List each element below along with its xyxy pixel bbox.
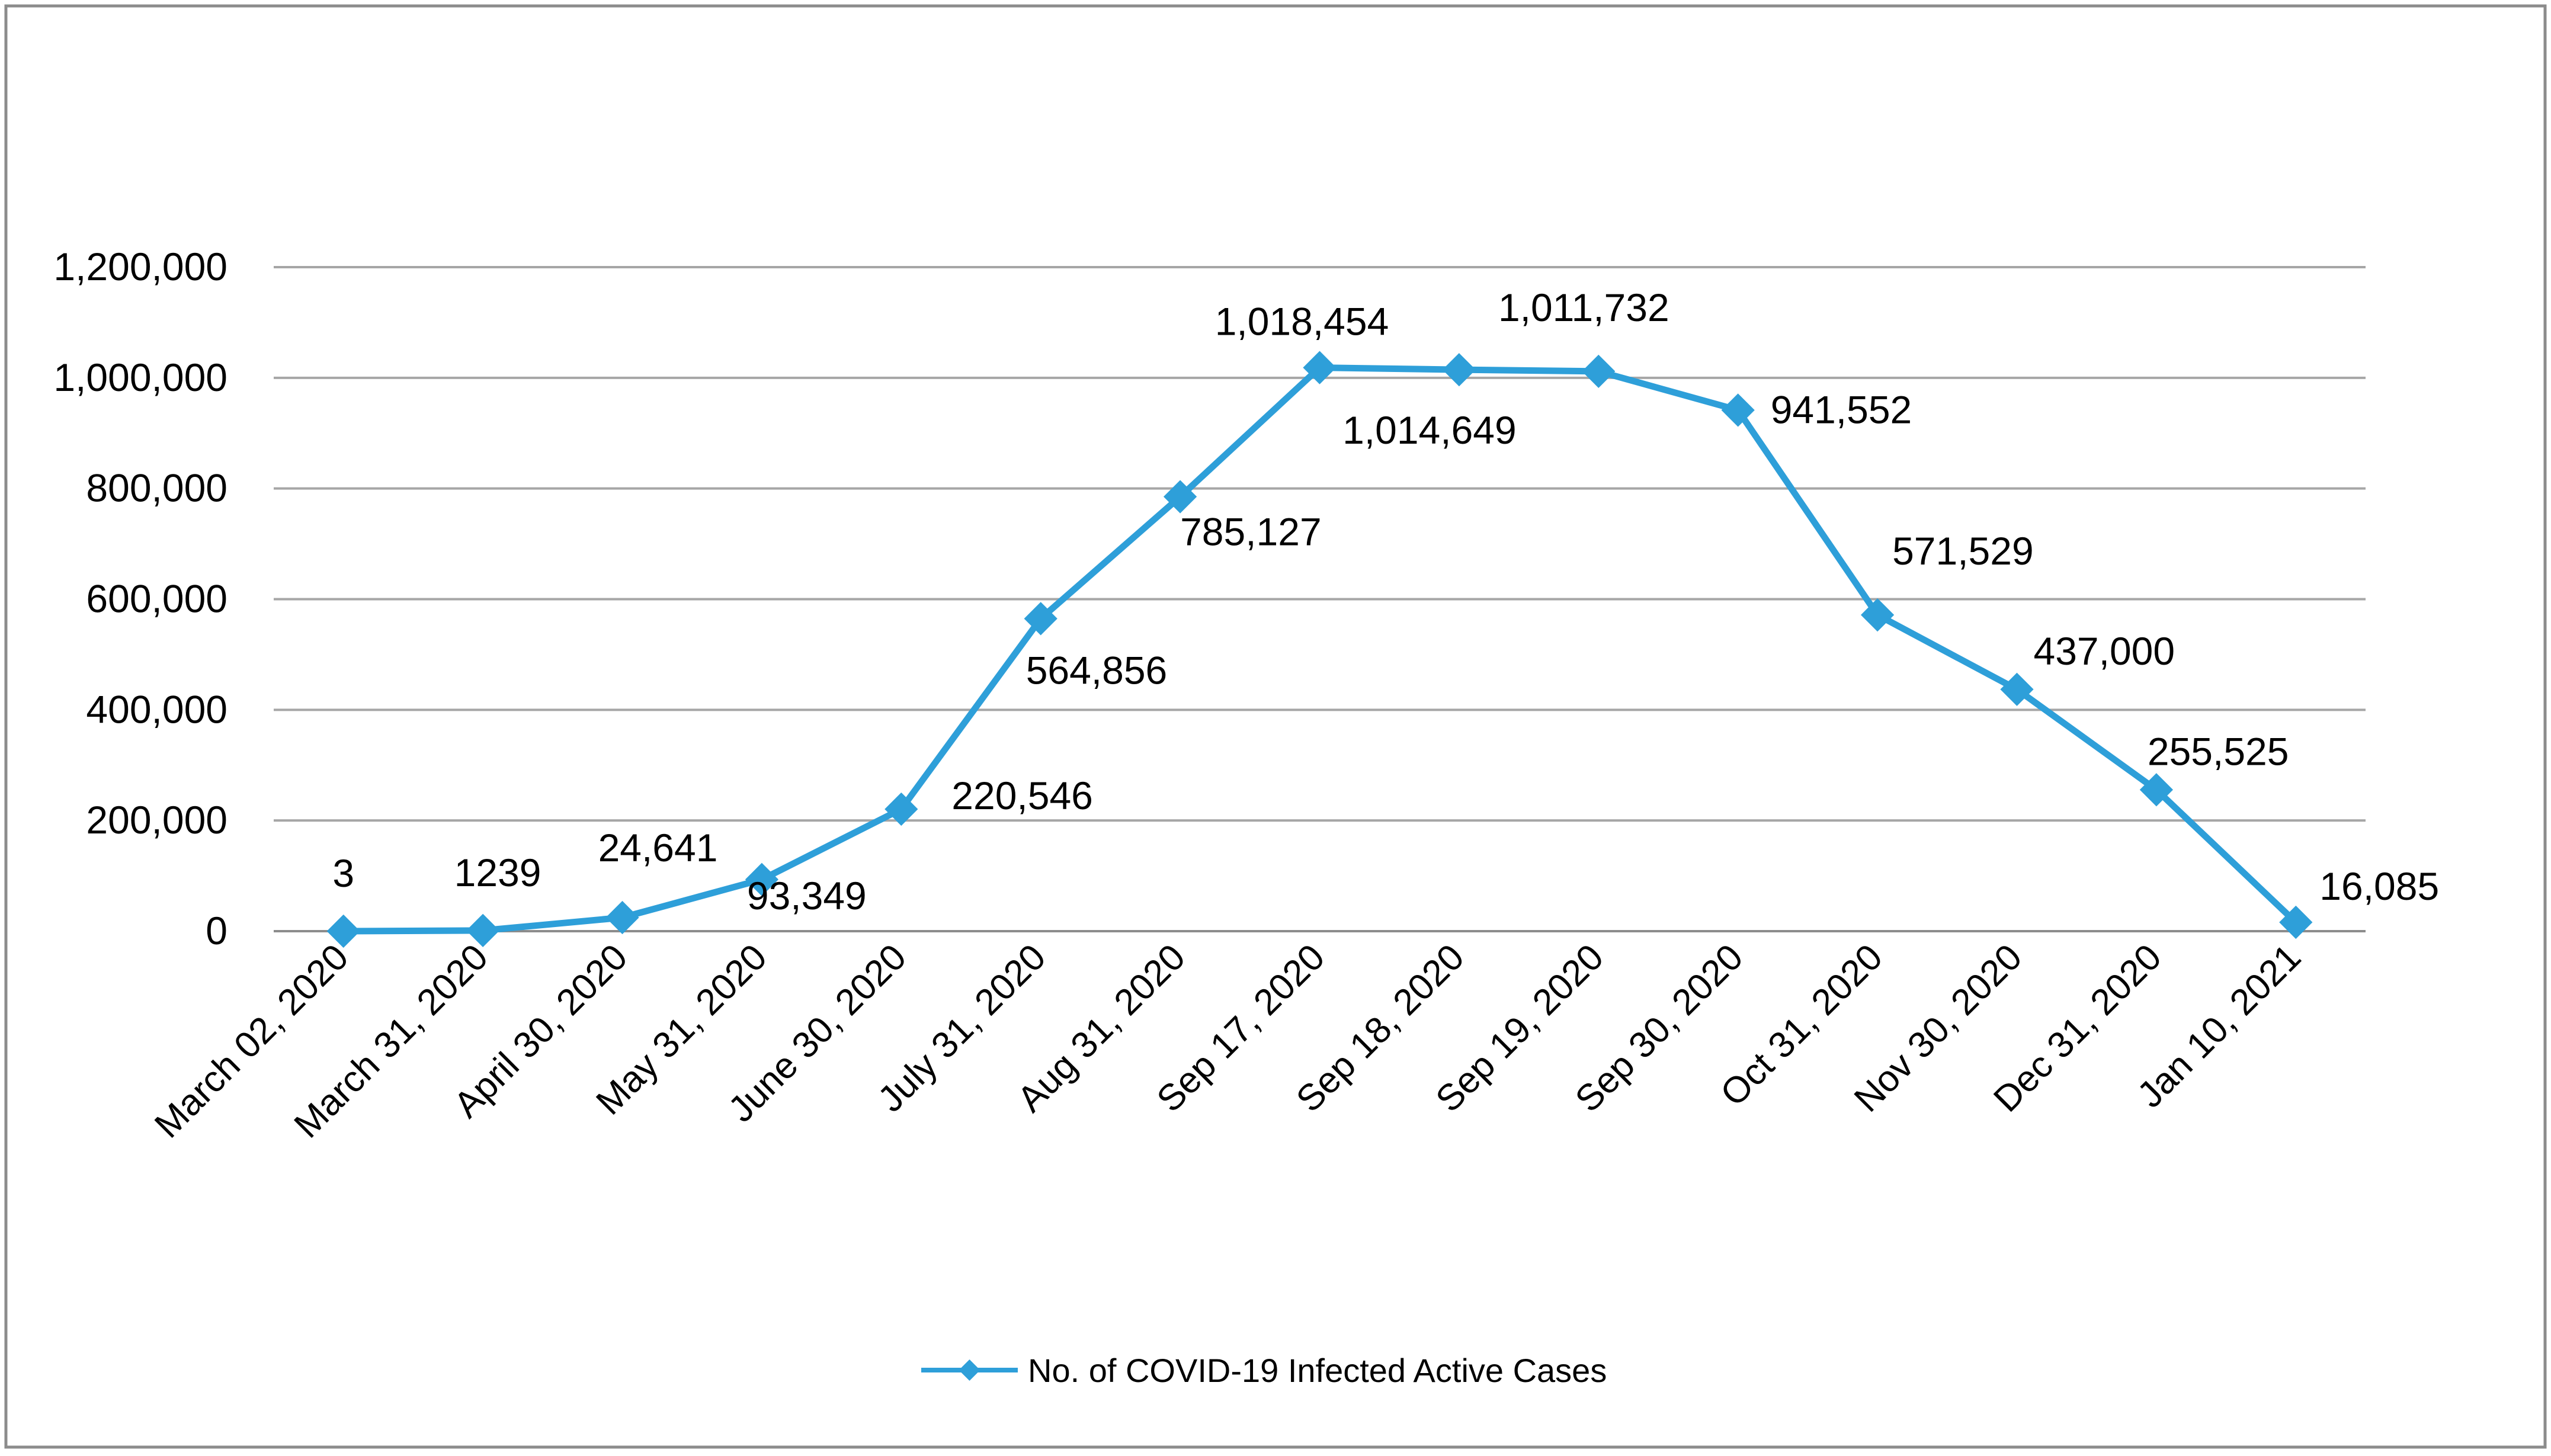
data-label: 1,014,649 bbox=[1342, 408, 1517, 452]
legend-label: No. of COVID-19 Infected Active Cases bbox=[1028, 1352, 1607, 1389]
data-point-marker bbox=[1860, 598, 1895, 632]
y-tick-label: 0 bbox=[206, 909, 227, 953]
data-point-marker bbox=[1442, 353, 1476, 387]
data-label: 220,546 bbox=[951, 774, 1093, 817]
data-label: 1,018,454 bbox=[1215, 300, 1389, 344]
y-tick-label: 600,000 bbox=[86, 577, 227, 621]
y-tick-label: 400,000 bbox=[86, 687, 227, 731]
data-label: 1,011,732 bbox=[1498, 286, 1669, 329]
legend-marker-swatch bbox=[959, 1359, 980, 1381]
data-point-marker bbox=[605, 900, 639, 935]
data-label: 255,525 bbox=[2148, 729, 2289, 773]
data-label: 24,641 bbox=[598, 826, 718, 870]
data-point-marker bbox=[466, 913, 500, 947]
y-tick-label: 1,200,000 bbox=[53, 245, 227, 288]
y-tick-label: 1,000,000 bbox=[53, 355, 227, 399]
data-label: 16,085 bbox=[2319, 864, 2439, 908]
data-point-marker bbox=[1024, 602, 1057, 636]
data-point-marker bbox=[1303, 351, 1337, 384]
data-label: 437,000 bbox=[2034, 629, 2175, 673]
y-tick-label: 200,000 bbox=[86, 798, 227, 842]
data-point-marker bbox=[2279, 905, 2313, 939]
data-point-marker bbox=[745, 862, 779, 896]
data-point-marker bbox=[2000, 672, 2034, 706]
data-label: 93,349 bbox=[747, 874, 867, 918]
data-label: 564,856 bbox=[1026, 648, 1168, 692]
data-markers bbox=[326, 351, 2313, 948]
y-axis-ticks: 0 200,000 400,000 600,000 800,000 1,000,000 1,… bbox=[53, 245, 227, 953]
data-label: 941,552 bbox=[1771, 387, 1912, 431]
data-point-marker bbox=[1163, 480, 1197, 514]
data-label: 1239 bbox=[454, 851, 541, 894]
data-labels: 3 1239 24,641 93,349 220,546 564,856 785,127 1,… bbox=[332, 286, 2439, 918]
data-label: 785,127 bbox=[1180, 510, 1322, 554]
legend: No. of COVID-19 Infected Active Cases bbox=[921, 1352, 1607, 1389]
data-point-marker bbox=[884, 792, 918, 826]
data-point-marker bbox=[326, 914, 360, 948]
data-point-marker bbox=[1582, 354, 1616, 388]
data-label: 3 bbox=[332, 851, 354, 895]
data-point-marker bbox=[1721, 393, 1755, 427]
data-label: 571,529 bbox=[1892, 529, 2034, 573]
y-tick-label: 800,000 bbox=[86, 466, 227, 510]
data-point-marker bbox=[2139, 773, 2174, 807]
chart-border bbox=[4, 4, 2547, 1449]
